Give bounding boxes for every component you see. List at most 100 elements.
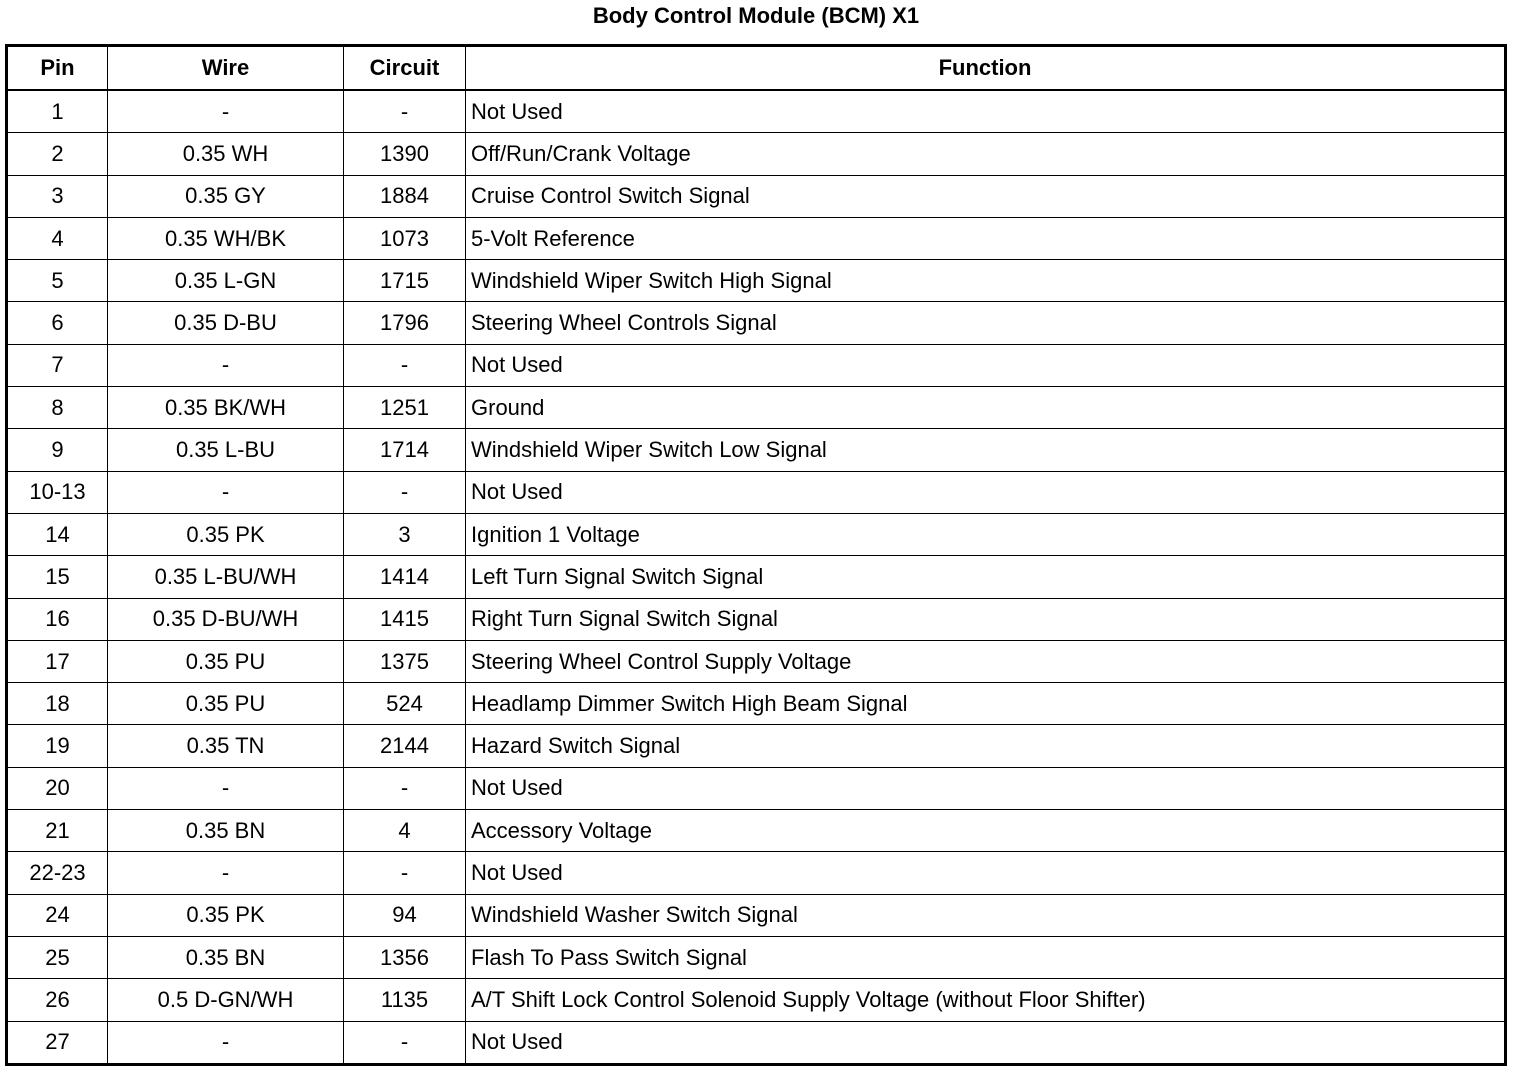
function-cell: Not Used: [465, 470, 1506, 514]
function-cell: Flash To Pass Switch Signal: [465, 935, 1506, 980]
pin-cell: 25: [6, 935, 108, 980]
circuit-cell: 1415: [343, 597, 466, 641]
circuit-cell: 1414: [343, 555, 466, 599]
circuit-cell: 4: [343, 809, 466, 853]
function-cell: Ground: [465, 386, 1506, 430]
wire-cell: 0.35 BN: [107, 809, 344, 853]
circuit-cell: -: [343, 766, 466, 811]
table-row: 5 0.35 L-GN 1715 Windshield Wiper Switch Hi…: [6, 259, 1506, 303]
header-function: Function: [465, 45, 1506, 91]
table-row: 17 0.35 PU 1375 Steering Wheel Control Supp…: [6, 639, 1506, 684]
pin-cell: 10-13: [6, 470, 108, 514]
pin-cell: 3: [6, 174, 108, 218]
table-row: 21 0.35 BN 4 Accessory Voltage: [6, 809, 1506, 853]
circuit-cell: -: [343, 89, 466, 134]
table-row: 25 0.35 BN 1356 Flash To Pass Switch Signal: [6, 935, 1506, 980]
table-row: 3 0.35 GY 1884 Cruise Control Switch Signal: [6, 174, 1506, 218]
table-row: 2 0.35 WH 1390 Off/Run/Crank Voltage: [6, 132, 1506, 176]
circuit-cell: 1135: [343, 978, 466, 1022]
header-row: Pin Wire Circuit Function: [6, 45, 1506, 91]
header-pin: Pin: [6, 45, 108, 91]
table-row: 4 0.35 WH/BK 1073 5-Volt Reference: [6, 216, 1506, 261]
pin-cell: 14: [6, 512, 108, 557]
circuit-cell: 94: [343, 893, 466, 937]
circuit-cell: 2144: [343, 724, 466, 768]
pin-cell: 18: [6, 682, 108, 726]
circuit-cell: 1356: [343, 935, 466, 980]
wire-cell: 0.35 D-BU/WH: [107, 597, 344, 641]
wire-cell: 0.35 PK: [107, 512, 344, 557]
wire-cell: 0.35 BK/WH: [107, 386, 344, 430]
pin-cell: 22-23: [6, 851, 108, 895]
table-row: 22-23- - Not Used: [6, 851, 1506, 895]
function-cell: Steering Wheel Controls Signal: [465, 301, 1506, 345]
wire-cell: -: [107, 89, 344, 134]
pin-cell: 20: [6, 766, 108, 811]
pin-cell: 7: [6, 343, 108, 388]
circuit-cell: 1715: [343, 259, 466, 303]
pin-cell: 8: [6, 386, 108, 430]
circuit-cell: 1796: [343, 301, 466, 345]
circuit-cell: 1375: [343, 639, 466, 684]
pin-cell: 26: [6, 978, 108, 1022]
table-row: 14 0.35 PK 3 Ignition 1 Voltage: [6, 512, 1506, 557]
function-cell: Windshield Wiper Switch High Signal: [465, 259, 1506, 303]
pin-cell: 6: [6, 301, 108, 345]
header-wire: Wire: [107, 45, 344, 91]
pin-cell: 17: [6, 639, 108, 684]
wire-cell: -: [107, 343, 344, 388]
pin-cell: 9: [6, 428, 108, 472]
document-title: Body Control Module (BCM) X1: [592, 3, 920, 28]
pin-cell: 1: [6, 89, 108, 134]
function-cell: Windshield Washer Switch Signal: [465, 893, 1506, 937]
wire-cell: 0.35 PK: [107, 893, 344, 937]
circuit-cell: 1251: [343, 386, 466, 430]
wire-cell: 0.35 WH/BK: [107, 216, 344, 261]
function-cell: Not Used: [465, 343, 1506, 388]
pin-cell: 27: [6, 1020, 108, 1065]
wire-cell: 0.35 BN: [107, 935, 344, 980]
wire-cell: -: [107, 470, 344, 514]
circuit-cell: 1073: [343, 216, 466, 261]
circuit-cell: 1714: [343, 428, 466, 472]
connector-pinout-table: Pin Wire Circuit Function 1- - Not Used 2 0.…: [5, 44, 1507, 1066]
wire-cell: 0.35 PU: [107, 682, 344, 726]
wire-cell: -: [107, 766, 344, 811]
circuit-cell: 524: [343, 682, 466, 726]
function-cell: Headlamp Dimmer Switch High Beam Signal: [465, 682, 1506, 726]
wire-cell: -: [107, 1020, 344, 1065]
function-cell: A/T Shift Lock Control Solenoid Supply V…: [465, 978, 1506, 1022]
circuit-cell: 1390: [343, 132, 466, 176]
function-cell: Cruise Control Switch Signal: [465, 174, 1506, 218]
table-row: 15 0.35 L-BU/WH 1414 Left Turn Signal Switc…: [6, 555, 1506, 599]
wire-cell: 0.35 L-BU/WH: [107, 555, 344, 599]
circuit-cell: -: [343, 1020, 466, 1065]
wire-cell: 0.35 L-BU: [107, 428, 344, 472]
function-cell: Left Turn Signal Switch Signal: [465, 555, 1506, 599]
circuit-cell: 1884: [343, 174, 466, 218]
table-row: 10-13- - Not Used: [6, 470, 1506, 514]
wire-cell: 0.35 GY: [107, 174, 344, 218]
circuit-cell: -: [343, 851, 466, 895]
table-row: 19 0.35 TN 2144 Hazard Switch Signal: [6, 724, 1506, 768]
function-cell: Windshield Wiper Switch Low Signal: [465, 428, 1506, 472]
wire-cell: 0.35 TN: [107, 724, 344, 768]
table-row: 20- - Not Used: [6, 766, 1506, 811]
table-row: 26 0.5 D-GN/WH 1135 A/T Shift Lock Control …: [6, 978, 1506, 1022]
table-row: 24 0.35 PK 94 Windshield Washer Switch Sign…: [6, 893, 1506, 937]
wire-cell: 0.35 L-GN: [107, 259, 344, 303]
circuit-cell: 3: [343, 512, 466, 557]
function-cell: Ignition 1 Voltage: [465, 512, 1506, 557]
function-cell: 5-Volt Reference: [465, 216, 1506, 261]
pin-cell: 16: [6, 597, 108, 641]
function-cell: Right Turn Signal Switch Signal: [465, 597, 1506, 641]
function-cell: Accessory Voltage: [465, 809, 1506, 853]
table-row: 6 0.35 D-BU 1796 Steering Wheel Controls Si…: [6, 301, 1506, 345]
circuit-cell: -: [343, 343, 466, 388]
pin-cell: 24: [6, 893, 108, 937]
header-circuit: Circuit: [343, 45, 466, 91]
pin-cell: 2: [6, 132, 108, 176]
pin-cell: 5: [6, 259, 108, 303]
table-row: 27- - Not Used: [6, 1020, 1506, 1065]
table-row: 8 0.35 BK/WH 1251 Ground: [6, 386, 1506, 430]
